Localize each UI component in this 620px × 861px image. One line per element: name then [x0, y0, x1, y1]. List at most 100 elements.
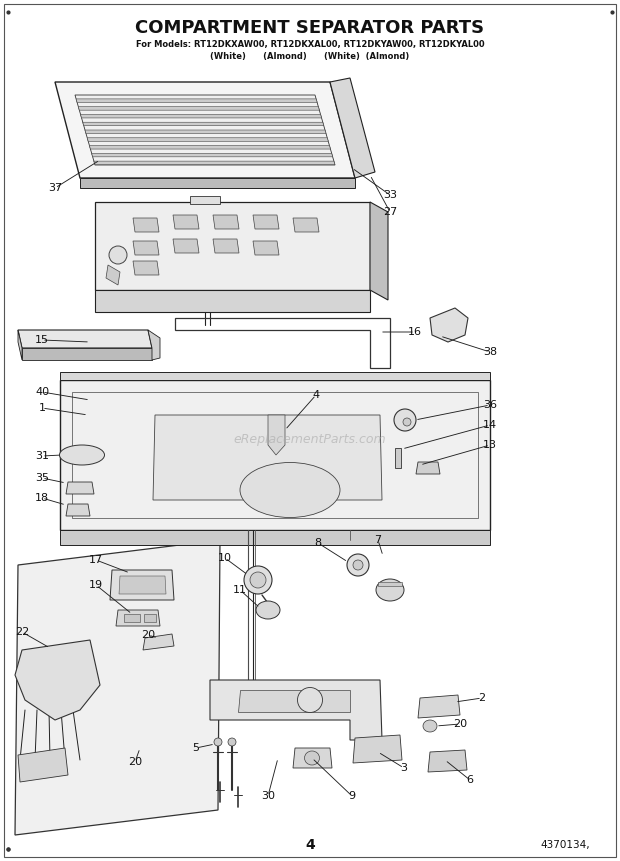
Text: 1: 1 [38, 403, 45, 413]
Text: 20: 20 [141, 630, 155, 640]
Polygon shape [78, 107, 319, 110]
Polygon shape [353, 735, 402, 763]
Text: 17: 17 [89, 555, 103, 565]
Polygon shape [133, 218, 159, 232]
Polygon shape [430, 308, 468, 342]
Ellipse shape [256, 601, 280, 619]
Polygon shape [133, 261, 159, 275]
Polygon shape [370, 202, 388, 300]
Ellipse shape [250, 572, 266, 588]
Text: 2: 2 [479, 693, 485, 703]
Ellipse shape [353, 560, 363, 570]
Polygon shape [144, 614, 156, 622]
Text: 6: 6 [466, 775, 474, 785]
Polygon shape [210, 680, 382, 740]
Polygon shape [80, 178, 355, 188]
Polygon shape [85, 130, 326, 133]
Polygon shape [95, 290, 370, 312]
Polygon shape [418, 695, 460, 718]
Polygon shape [213, 239, 239, 253]
Polygon shape [268, 415, 285, 455]
Polygon shape [148, 330, 160, 360]
Text: 14: 14 [483, 420, 497, 430]
Text: 11: 11 [233, 585, 247, 595]
Text: 38: 38 [483, 347, 497, 357]
Ellipse shape [304, 751, 319, 765]
Polygon shape [116, 610, 160, 626]
Polygon shape [18, 330, 22, 360]
Polygon shape [416, 462, 440, 474]
Ellipse shape [423, 720, 437, 732]
Polygon shape [66, 504, 90, 516]
Bar [395, 448, 401, 468]
Ellipse shape [403, 418, 411, 426]
Polygon shape [133, 241, 159, 255]
Text: For Models: RT12DKXAW00, RT12DKXAL00, RT12DKYAW00, RT12DKYAL00: For Models: RT12DKXAW00, RT12DKXAL00, RT… [136, 40, 484, 49]
Text: 9: 9 [348, 791, 355, 801]
Text: 3: 3 [401, 763, 407, 773]
Polygon shape [81, 115, 322, 118]
Polygon shape [110, 570, 174, 600]
Text: 7: 7 [374, 535, 381, 545]
Text: eReplacementParts.com: eReplacementParts.com [234, 433, 386, 447]
Polygon shape [173, 239, 199, 253]
Polygon shape [66, 482, 94, 494]
Polygon shape [75, 95, 335, 165]
Text: 19: 19 [89, 580, 103, 590]
Polygon shape [83, 122, 324, 126]
Polygon shape [253, 215, 279, 229]
Polygon shape [238, 690, 350, 712]
Polygon shape [18, 330, 152, 348]
Ellipse shape [109, 246, 127, 264]
Polygon shape [173, 215, 199, 229]
Polygon shape [293, 748, 332, 768]
Polygon shape [18, 748, 68, 782]
Polygon shape [253, 241, 279, 255]
Polygon shape [87, 138, 328, 141]
Text: 27: 27 [383, 207, 397, 217]
Ellipse shape [214, 738, 222, 746]
Polygon shape [95, 202, 370, 290]
Text: 31: 31 [35, 451, 49, 461]
Text: 4: 4 [312, 390, 319, 400]
Polygon shape [153, 415, 382, 500]
Text: 20: 20 [453, 719, 467, 729]
Text: 36: 36 [483, 400, 497, 410]
Polygon shape [15, 540, 220, 835]
Ellipse shape [240, 462, 340, 517]
Polygon shape [76, 99, 317, 102]
Polygon shape [190, 196, 220, 204]
Text: 20: 20 [128, 757, 142, 767]
Ellipse shape [298, 687, 322, 713]
Polygon shape [106, 265, 120, 285]
Text: 30: 30 [261, 791, 275, 801]
Text: 16: 16 [408, 327, 422, 337]
Text: 4: 4 [305, 838, 315, 852]
Polygon shape [293, 218, 319, 232]
Ellipse shape [376, 579, 404, 601]
Polygon shape [213, 215, 239, 229]
Text: COMPARTMENT SEPARATOR PARTS: COMPARTMENT SEPARATOR PARTS [135, 19, 485, 37]
Polygon shape [119, 576, 166, 594]
Polygon shape [89, 146, 330, 149]
Text: 18: 18 [35, 493, 49, 503]
Polygon shape [15, 640, 100, 720]
Polygon shape [60, 530, 490, 545]
Text: 35: 35 [35, 473, 49, 483]
Text: 13: 13 [483, 440, 497, 450]
Polygon shape [378, 582, 402, 586]
Text: 8: 8 [314, 538, 322, 548]
Text: (White)      (Almond)      (White)  (Almond): (White) (Almond) (White) (Almond) [210, 52, 410, 60]
Text: 4370134,: 4370134, [541, 840, 590, 850]
Polygon shape [22, 348, 152, 360]
Polygon shape [60, 372, 490, 380]
Polygon shape [428, 750, 467, 772]
Text: 22: 22 [15, 627, 29, 637]
Text: 15: 15 [35, 335, 49, 345]
Polygon shape [60, 380, 490, 530]
Ellipse shape [244, 566, 272, 594]
Polygon shape [124, 614, 140, 622]
Polygon shape [330, 78, 375, 178]
Text: 40: 40 [35, 387, 49, 397]
Text: 37: 37 [48, 183, 62, 193]
